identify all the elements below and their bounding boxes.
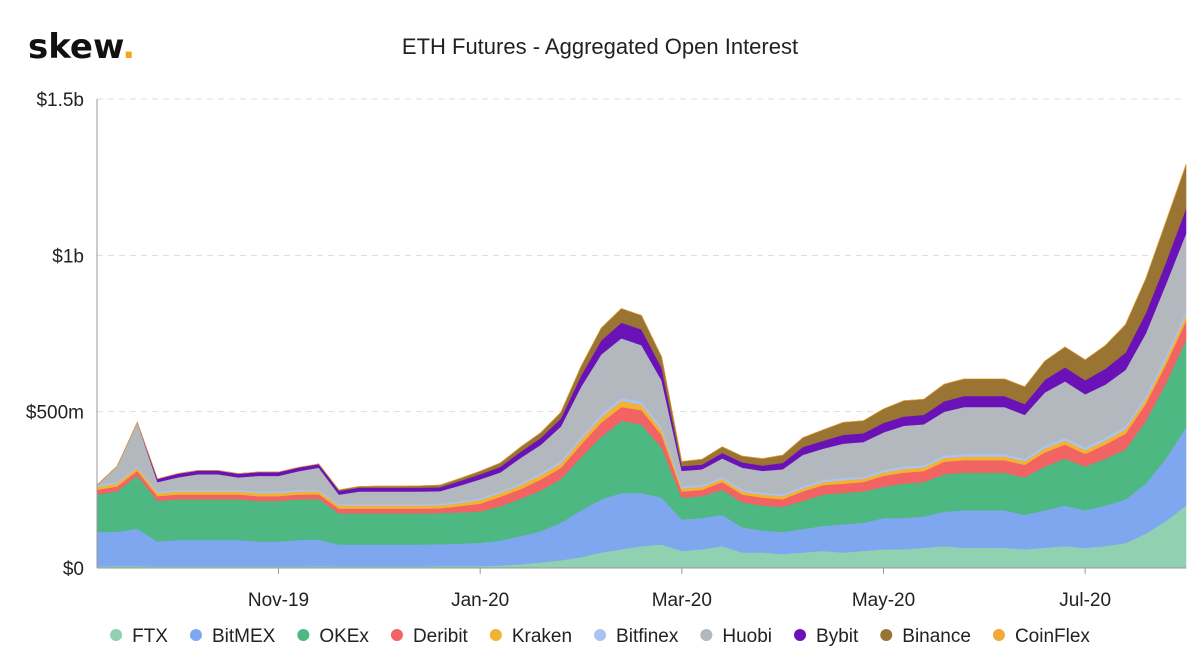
- legend-label: Deribit: [413, 626, 469, 647]
- legend-label: Binance: [902, 626, 971, 647]
- legend-dot: [794, 629, 807, 641]
- legend-dot: [390, 629, 403, 641]
- svg-text:skew.: skew.: [28, 27, 135, 67]
- legend-item-bybit: Bybit: [794, 626, 859, 647]
- skew-logo: skew.: [28, 27, 135, 67]
- legend-item-bitfinex: Bitfinex: [594, 626, 679, 647]
- legend-item-bitmex: BitMEX: [189, 626, 276, 647]
- legend-label: Bitfinex: [616, 626, 679, 647]
- logo-dot: .: [122, 27, 135, 67]
- legend-dot: [992, 629, 1005, 641]
- legend-label: BitMEX: [212, 626, 276, 647]
- legend-item-ftx: FTX: [110, 626, 168, 647]
- legend-dot: [489, 629, 502, 641]
- x-tick-label: Jan-20: [451, 590, 509, 611]
- legend-dot: [880, 629, 893, 641]
- legend-label: Kraken: [512, 626, 572, 647]
- legend-dot: [189, 629, 202, 641]
- legend-label: Bybit: [816, 626, 859, 647]
- legend-dot: [594, 629, 607, 641]
- legend-item-binance: Binance: [880, 626, 971, 647]
- x-tick-label: Nov-19: [248, 590, 309, 611]
- legend-label: Huobi: [722, 626, 772, 647]
- legend-label: CoinFlex: [1015, 626, 1090, 647]
- legend-dot: [297, 629, 310, 641]
- y-tick-label: $1b: [52, 246, 84, 267]
- y-tick-label: $0: [63, 559, 84, 580]
- y-axis-ticks: $0 $500m $1b $1.5b: [26, 90, 84, 580]
- legend-dot: [110, 629, 123, 641]
- legend-item-deribit: Deribit: [390, 626, 469, 647]
- legend-dot: [700, 629, 713, 641]
- legend-item-coinflex: CoinFlex: [992, 626, 1090, 647]
- legend: FTX BitMEX OKEx Deribit Kraken Bitfinex Huobi B…: [110, 626, 1090, 647]
- x-tick-label: May-20: [852, 590, 915, 611]
- stacked-areas: [96, 163, 1187, 569]
- legend-label: FTX: [132, 626, 168, 647]
- legend-label: OKEx: [319, 626, 369, 647]
- x-tick-label: Jul-20: [1059, 590, 1111, 611]
- series-area-coinflex: [96, 163, 1187, 491]
- legend-item-okex: OKEx: [297, 626, 369, 647]
- logo-text: skew: [28, 27, 124, 67]
- legend-item-huobi: Huobi: [700, 626, 772, 647]
- y-tick-label: $500m: [26, 403, 84, 424]
- y-tick-label: $1.5b: [36, 90, 84, 111]
- x-axis-ticks: Nov-19 Jan-20 Mar-20 May-20 Jul-20: [248, 568, 1111, 611]
- legend-item-kraken: Kraken: [489, 626, 572, 647]
- x-tick-label: Mar-20: [652, 590, 712, 611]
- chart-title: ETH Futures - Aggregated Open Interest: [402, 34, 798, 59]
